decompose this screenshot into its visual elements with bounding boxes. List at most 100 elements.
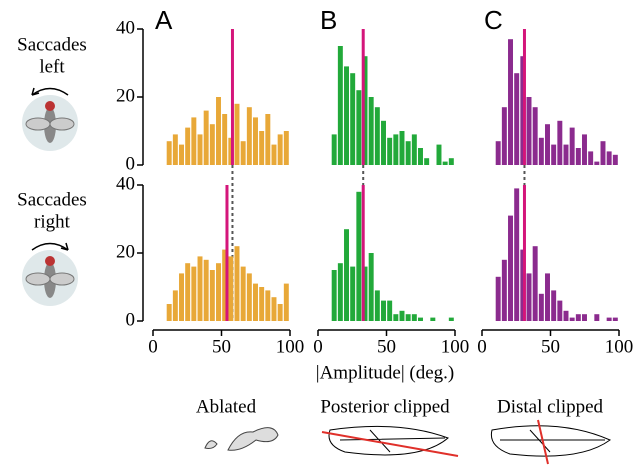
bar [520, 249, 526, 321]
bar [350, 266, 356, 321]
bar [538, 137, 544, 165]
bar [545, 124, 550, 165]
bar [240, 141, 246, 165]
bar [448, 158, 454, 165]
condition-label: Posterior clipped [320, 396, 450, 417]
bar [179, 273, 184, 321]
bar [228, 256, 234, 321]
bar [209, 270, 215, 321]
bar [399, 131, 405, 165]
bar [405, 141, 411, 165]
bar [430, 317, 436, 321]
bar [545, 273, 550, 321]
bar [387, 137, 393, 165]
bar [197, 256, 203, 321]
y-tick-label: 20 [116, 241, 135, 262]
panel-letter: B [320, 5, 337, 35]
bar [594, 161, 600, 165]
bar [520, 56, 526, 166]
x-tick-label: 50 [377, 336, 396, 357]
bar [228, 137, 234, 165]
bar [240, 266, 246, 321]
bar [606, 317, 612, 321]
bar [582, 134, 587, 165]
bar [209, 124, 215, 165]
bar [185, 127, 191, 165]
x-tick-label: 100 [276, 336, 305, 357]
bar [368, 97, 374, 165]
x-tick-label: 0 [313, 336, 323, 357]
bar [514, 73, 520, 165]
bar [424, 158, 430, 165]
bar [191, 117, 197, 165]
bar [418, 148, 423, 165]
bar [246, 273, 252, 321]
y-tick-label: 40 [116, 17, 135, 38]
bar [495, 141, 501, 165]
bar [532, 107, 538, 165]
bar [337, 263, 343, 321]
bar [501, 259, 507, 321]
fly-icon [22, 87, 78, 306]
bar [259, 131, 265, 165]
bar [526, 97, 532, 165]
condition-label: Distal clipped [497, 396, 604, 417]
x-tick-label: 0 [477, 336, 487, 357]
bar [344, 229, 349, 321]
bar [436, 144, 442, 165]
y-tick-label: 40 [116, 173, 135, 194]
bar [350, 73, 356, 165]
bar [405, 314, 411, 321]
row-label: Saccades [17, 34, 87, 55]
bar [418, 317, 423, 321]
bar [331, 134, 337, 165]
bar [612, 154, 618, 165]
bar [532, 246, 538, 321]
bar [362, 56, 368, 166]
y-tick-label: 0 [126, 309, 136, 330]
bar [411, 134, 417, 165]
bar [387, 300, 393, 321]
bar [283, 283, 289, 321]
x-tick-label: 50 [541, 336, 560, 357]
bar [253, 117, 258, 165]
bar [216, 263, 221, 321]
bar [600, 141, 606, 165]
bar [344, 66, 349, 165]
bar [551, 144, 557, 165]
bar [538, 293, 544, 321]
x-axis-label: |Amplitude| (deg.) [316, 362, 454, 383]
bar [185, 263, 191, 321]
bar [569, 127, 575, 165]
bar [197, 134, 203, 165]
x-tick-label: 50 [212, 336, 231, 357]
bar [283, 131, 289, 165]
bar [271, 144, 277, 165]
bar [362, 266, 368, 321]
bar [563, 144, 569, 165]
condition-icons [204, 419, 611, 465]
bar [448, 317, 454, 321]
bar [514, 188, 520, 321]
y-tick-label: 20 [116, 85, 135, 106]
x-tick-label: 100 [441, 336, 470, 357]
bar [557, 120, 563, 165]
bar [495, 276, 501, 321]
bar [246, 107, 252, 165]
bar [381, 300, 386, 321]
bar [582, 314, 587, 321]
bar [368, 253, 374, 321]
bar [557, 300, 563, 321]
panel-letter: C [484, 5, 503, 35]
bar [588, 151, 594, 165]
bar [216, 97, 221, 165]
bar [234, 246, 240, 321]
bar [508, 39, 513, 166]
bar [222, 249, 228, 321]
bar [253, 283, 258, 321]
bar [393, 134, 399, 165]
bar [606, 151, 612, 165]
bar [259, 287, 265, 321]
x-tick-label: 100 [605, 336, 634, 357]
